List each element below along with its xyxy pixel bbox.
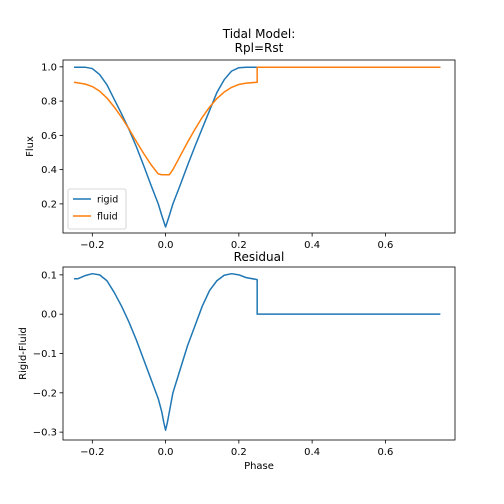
x-tick-label: 0.0: [158, 447, 174, 458]
x-tick-label: 0.6: [377, 240, 393, 251]
flux-panel: −0.2 0.0 0.2 0.4 0.6 0.2 0.4 0.6 0.8 1.0 Tidal Mod…: [25, 27, 456, 251]
chart-title-line: Rpl=Rst: [235, 41, 284, 55]
y-axis-label: Rigid-Fluid: [18, 327, 29, 380]
series-line-rigid: [73, 66, 441, 228]
chart-title-line: Tidal Model:: [222, 27, 296, 41]
x-tick-label: 0.6: [377, 447, 393, 458]
y-tick-label: 0.2: [41, 199, 57, 210]
x-tick-label: 0.4: [304, 240, 320, 251]
y-tick-label: 1.0: [41, 62, 57, 73]
y-tick-label: 0.0: [41, 310, 57, 321]
legend-label-rigid: rigid: [97, 195, 118, 206]
x-axis-label: Phase: [244, 461, 274, 472]
legend: rigid fluid: [67, 188, 127, 230]
y-tick-label: −0.3: [33, 428, 57, 439]
y-tick-label: −0.2: [33, 388, 57, 399]
y-tick-label: 0.4: [41, 165, 57, 176]
y-tick-label: 0.8: [41, 97, 57, 108]
y-tick-label: 0.1: [41, 270, 57, 281]
x-tick-label: 0.2: [231, 240, 247, 251]
y-tick-label: 0.6: [41, 131, 57, 142]
y-axis-label: Flux: [25, 136, 36, 157]
chart-title: Residual: [234, 250, 285, 264]
series-line-fluid: [73, 66, 441, 176]
residual-panel: −0.2 0.0 0.2 0.4 0.6 −0.3 −0.2 −0.1 0.0 0.1 Residu…: [18, 250, 456, 472]
x-tick-label: −0.2: [80, 240, 104, 251]
y-tick-label: −0.1: [33, 349, 57, 360]
x-tick-label: 0.0: [158, 240, 174, 251]
x-tick-label: 0.2: [231, 447, 247, 458]
series-line-residual: [73, 272, 441, 431]
legend-label-fluid: fluid: [97, 212, 118, 223]
axes-frame: [62, 59, 456, 234]
x-tick-label: 0.4: [304, 447, 320, 458]
x-tick-label: −0.2: [80, 447, 104, 458]
